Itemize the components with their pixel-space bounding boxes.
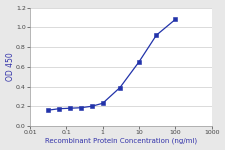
X-axis label: Recombinant Protein Concentration (ng/ml): Recombinant Protein Concentration (ng/ml… [45, 138, 197, 144]
Y-axis label: OD 450: OD 450 [6, 52, 15, 81]
